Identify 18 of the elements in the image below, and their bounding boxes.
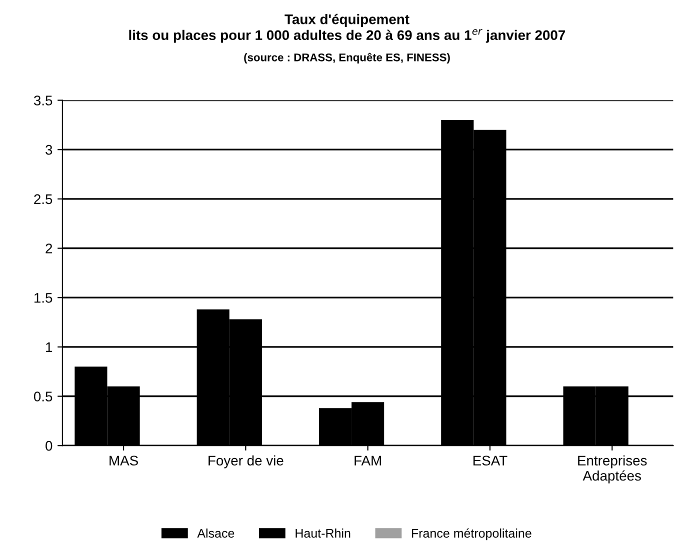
y-tick-label: 3.5 <box>34 96 52 106</box>
chart-title: Taux d'équipement lits ou places pour 1 000 adultes de 20 à 69 ans au 1$^{er}$ janvier 2007 <box>129 14 566 43</box>
y-tick-label: 2 <box>46 244 52 254</box>
y-tick-label: 0 <box>46 440 52 451</box>
y-tick-label: 2.5 <box>34 194 52 204</box>
legend-label: France métropolitaine <box>412 528 532 540</box>
y-tick-label: 3 <box>46 144 52 155</box>
x-tick-label: Entreprises Adaptées <box>578 455 647 484</box>
legend-label: Haut-Rhin <box>296 528 350 538</box>
chart-subtitle: (source : DRASS, Enquête ES, FINESS) <box>244 52 450 64</box>
x-tick-label: Foyer de vie <box>208 455 284 468</box>
y-tick-label: 0.5 <box>34 392 52 402</box>
x-tick-label: ESAT <box>473 456 508 466</box>
y-tick-label: 1 <box>46 342 52 352</box>
legend-label: Alsace <box>197 528 234 538</box>
x-tick-label: FAM <box>354 456 381 466</box>
y-tick-label: 1.5 <box>34 293 52 303</box>
x-tick-label: MAS <box>110 456 138 466</box>
